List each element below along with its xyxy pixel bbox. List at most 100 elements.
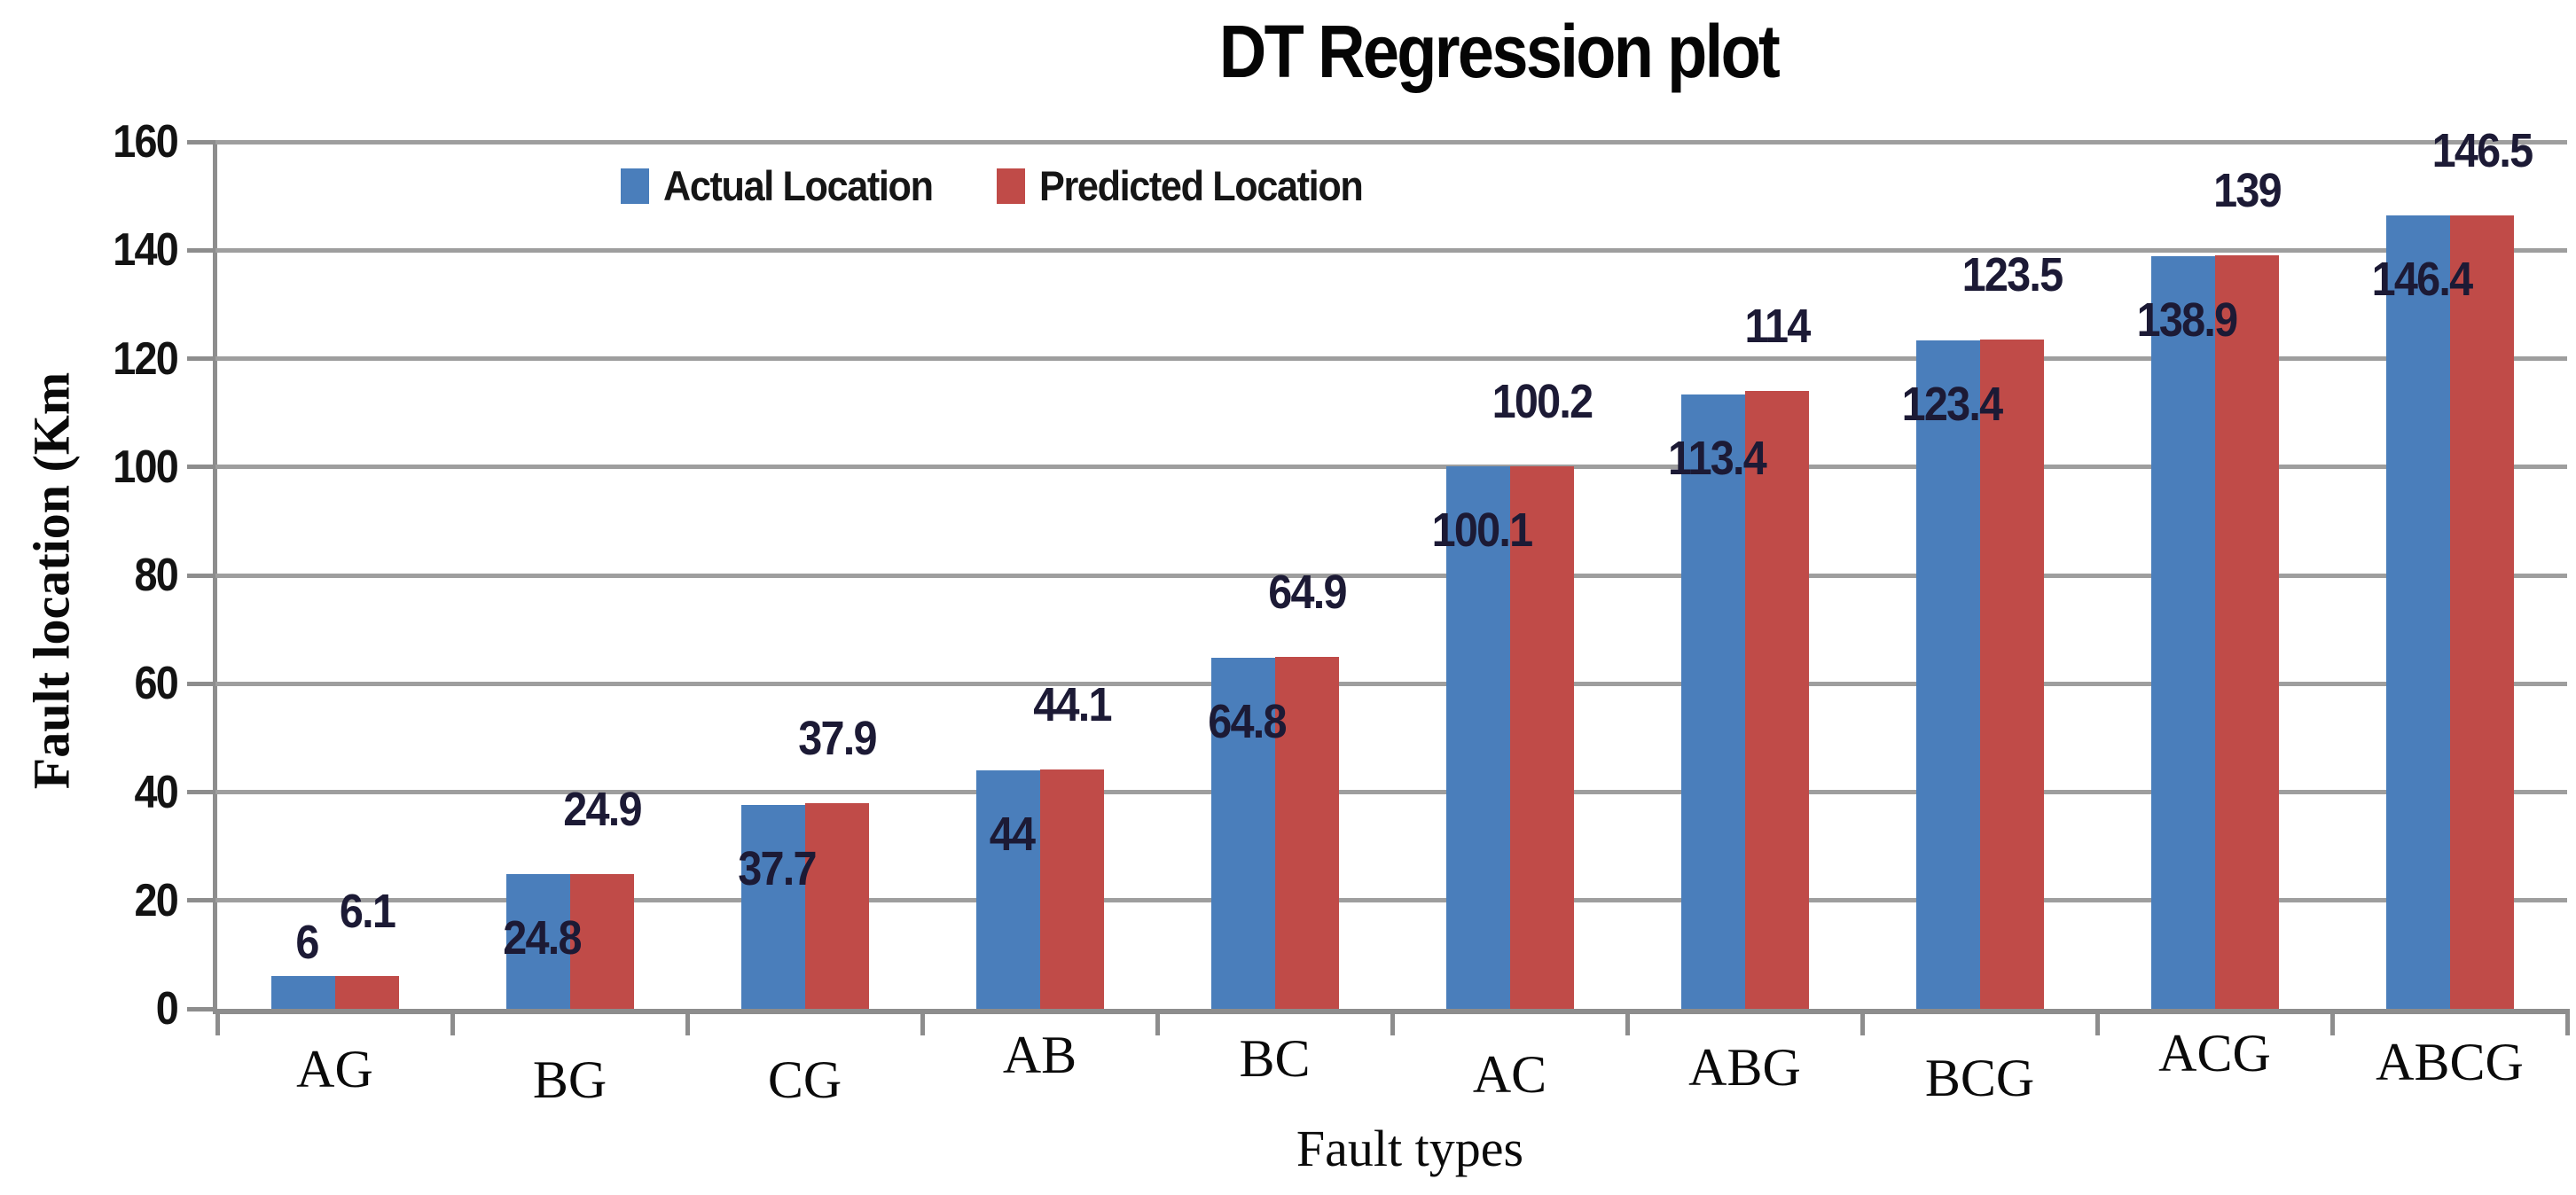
x-tick-mark-1 [450, 1009, 455, 1035]
actual-value-label-bg: 24.8 [502, 911, 582, 965]
bar-group-bcg: 123.4 123.5 BCG [1862, 142, 2097, 1107]
predicted-value-label-cg: 37.9 [797, 712, 877, 766]
bar-group-bc: 64.8 64.9 BC [1157, 142, 1392, 1088]
gridline-140 [207, 247, 2567, 253]
x-tick-mark-0 [215, 1009, 220, 1035]
actual-value-label-bcg: 123.4 [1901, 377, 2002, 431]
actual-bar-cg [740, 804, 805, 1009]
actual-location-swatch-icon [621, 168, 649, 204]
actual-value-label-bc: 64.8 [1207, 694, 1287, 748]
actual-value-label-cg: 37.7 [737, 841, 817, 895]
predicted-bar-bcg [1979, 340, 2044, 1009]
actual-bar-bc [1210, 657, 1275, 1009]
y-axis-tick-labels: 0 20 40 60 80 100 120 140 160 [0, 117, 179, 1034]
predicted-value-label-abcg: 146.5 [2431, 123, 2533, 177]
actual-bar-acg [2150, 255, 2215, 1009]
y-tick-label-140: 140 [113, 224, 178, 277]
predicted-value-label-ab: 44.1 [1032, 678, 1112, 732]
predicted-bar-ag [334, 975, 399, 1009]
legend-entry-actual: Actual Location [621, 161, 956, 210]
y-tick-mark-120 [187, 356, 215, 361]
y-tick-label-160: 160 [113, 116, 178, 168]
bar-group-ab: 44 44.1 AB [922, 142, 1157, 1084]
actual-value-label-ab: 44 [989, 808, 1035, 862]
bar-group-cg: 37.7 37.9 CG [687, 142, 922, 1109]
x-tick-mark-6 [1625, 1009, 1630, 1035]
predicted-bar-acg [2214, 255, 2279, 1009]
actual-bar-ac [1445, 466, 1510, 1009]
predicted-value-label-acg: 139 [2212, 164, 2282, 218]
y-tick-label-60: 60 [134, 658, 179, 710]
actual-value-label-acg: 138.9 [2136, 293, 2237, 347]
gridline-120 [207, 356, 2567, 361]
predicted-bar-cg [804, 803, 869, 1009]
predicted-bar-abcg [2449, 215, 2514, 1009]
predicted-bar-abg [1744, 391, 1809, 1009]
gridline-100 [207, 465, 2567, 470]
predicted-bar-bg [569, 873, 634, 1009]
predicted-value-label-bg: 24.9 [562, 782, 642, 836]
gridline-40 [207, 790, 2567, 794]
y-tick-label-120: 120 [113, 332, 178, 385]
y-tick-mark-100 [187, 465, 215, 470]
x-tick-mark-2 [685, 1009, 690, 1035]
y-tick-mark-40 [187, 790, 215, 794]
y-tick-label-20: 20 [134, 874, 179, 926]
x-category-label-ab: AB [1002, 1026, 1077, 1084]
predicted-value-label-bc: 64.9 [1267, 566, 1347, 620]
y-tick-mark-80 [187, 573, 215, 578]
x-category-label-abg: ABG [1688, 1038, 1801, 1097]
x-category-label-bg: BG [532, 1051, 607, 1109]
predicted-value-label-ag: 6.1 [339, 884, 395, 938]
actual-bar-ag [270, 976, 335, 1009]
gridline-160 [207, 139, 2567, 144]
predicted-bar-bc [1274, 657, 1339, 1009]
predicted-value-label-abg: 114 [1743, 300, 1811, 354]
bar-chart-plot-area: 6 6.1 AG 24.8 24.9 BG 37.7 37.9 CG 44 44.1 AB 64.8 64… [187, 126, 2570, 1109]
predicted-value-label-bcg: 123.5 [1961, 248, 2063, 302]
gridline-80 [207, 573, 2567, 578]
y-axis-title: Fault location (Km [22, 371, 81, 790]
x-category-label-bc: BC [1239, 1029, 1311, 1088]
chart-legend: Actual Location Predicted Location [621, 161, 1390, 210]
x-category-label-acg: ACG [2158, 1024, 2271, 1082]
x-category-label-abcg: ABCG [2376, 1033, 2524, 1091]
x-tick-mark-5 [1390, 1009, 1395, 1035]
legend-entry-predicted: Predicted Location [997, 161, 1390, 210]
actual-value-label-ag: 6 [294, 916, 319, 970]
bar-group-ac: 100.1 100.2 AC [1392, 142, 1627, 1104]
actual-bar-ab [975, 770, 1040, 1009]
x-category-label-bcg: BCG [1924, 1049, 2035, 1107]
x-tick-mark-3 [920, 1009, 925, 1035]
x-category-label-ag: AG [296, 1040, 373, 1098]
chart-title: DT Regression plot [1218, 10, 1781, 93]
y-tick-mark-20 [187, 898, 215, 903]
x-tick-mark-7 [1860, 1009, 1865, 1035]
gridline-20 [207, 898, 2567, 903]
x-tick-mark-10 [2564, 1009, 2570, 1035]
bar-group-abcg: 146.4 146.5 ABCG [2332, 126, 2567, 1091]
actual-value-label-ac: 100.1 [1431, 504, 1532, 558]
x-category-label-cg: CG [767, 1051, 842, 1109]
gridline-60 [207, 681, 2567, 686]
predicted-location-swatch-icon [997, 168, 1026, 204]
y-tick-mark-140 [187, 247, 215, 253]
y-tick-label-80: 80 [134, 550, 179, 601]
bar-group-ag: 6 6.1 AG [217, 142, 452, 1098]
x-tick-mark-4 [1155, 1009, 1160, 1035]
bar-group-acg: 138.9 139 ACG [2097, 142, 2332, 1082]
legend-label-predicted: Predicted Location [1039, 162, 1364, 209]
actual-value-label-abg: 113.4 [1667, 431, 1767, 485]
y-tick-mark-0 [187, 1006, 215, 1011]
legend-label-actual: Actual Location [663, 162, 934, 209]
predicted-bar-ac [1509, 465, 1574, 1009]
x-category-label-ac: AC [1472, 1045, 1547, 1104]
actual-value-label-abcg: 146.4 [2371, 253, 2472, 307]
actual-bar-bg [505, 874, 570, 1009]
y-tick-mark-60 [187, 681, 215, 686]
predicted-value-label-ac: 100.2 [1492, 374, 1593, 428]
actual-bar-abg [1680, 394, 1745, 1009]
bar-group-abg: 113.4 114 ABG [1627, 142, 1862, 1097]
y-tick-label-0: 0 [155, 983, 179, 1035]
x-tick-mark-8 [2094, 1009, 2100, 1035]
